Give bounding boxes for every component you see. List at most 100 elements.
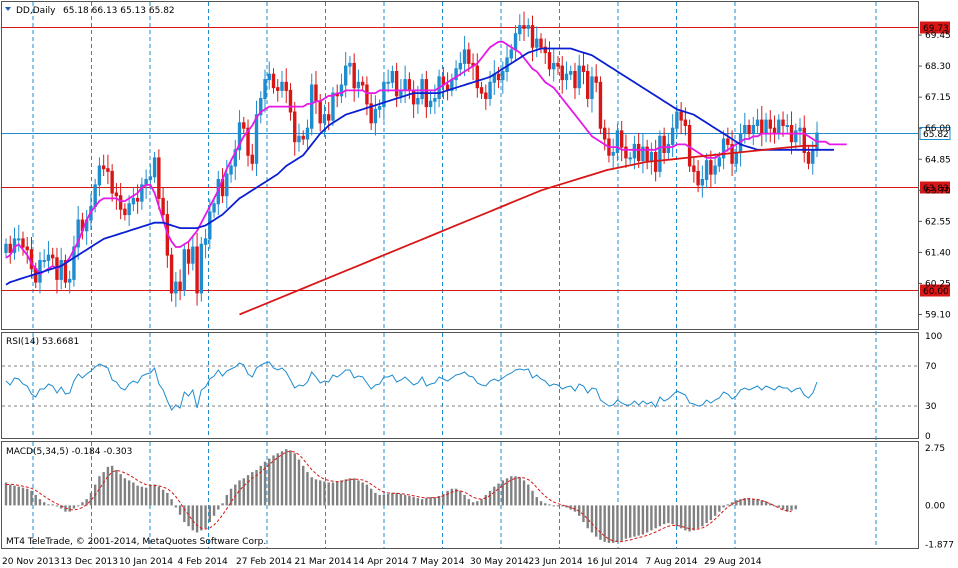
date-label: 13 Dec 2013	[61, 557, 119, 567]
candle-up	[632, 143, 637, 159]
macd-bar	[408, 496, 411, 506]
macd-bar	[21, 487, 25, 506]
date-label: 4 Feb 2014	[178, 557, 229, 567]
macd-bar	[709, 505, 713, 520]
macd-bar	[493, 486, 496, 506]
triangle-down-icon[interactable]	[5, 7, 11, 11]
macd-bar	[607, 505, 611, 543]
price-tick-label: 67.15	[925, 93, 951, 103]
candle-down	[586, 71, 590, 99]
candle-down	[683, 119, 688, 126]
candle-up	[233, 149, 237, 167]
candle-up	[4, 243, 8, 253]
macd-bar	[713, 505, 717, 516]
candle-down	[161, 197, 165, 216]
macd-bar	[13, 485, 16, 506]
ma-slow-line	[239, 144, 817, 316]
candle-up	[798, 127, 802, 132]
date-label: 21 Mar 2014	[295, 557, 352, 567]
horizontal-levels	[2, 27, 918, 291]
price-level-label: 60.00	[923, 287, 949, 297]
macd-bar	[446, 490, 449, 506]
candle-up	[743, 125, 747, 135]
symbol-header[interactable]: DD,Daily 65.18 66.13 65.13 65.82	[5, 6, 175, 16]
macd-bar	[616, 505, 619, 542]
macd-bar	[85, 499, 88, 506]
macd-bar	[786, 505, 789, 512]
macd-bar	[684, 505, 687, 531]
macd-bar	[522, 480, 526, 506]
candle-down	[318, 100, 322, 124]
price-level-tag	[920, 284, 950, 297]
candle-down	[602, 127, 607, 140]
price-tick-label: 66.00	[925, 124, 951, 134]
candle-up	[670, 127, 675, 145]
macd-bar	[319, 480, 322, 506]
macd-bar	[480, 499, 483, 506]
macd-bar	[586, 505, 589, 529]
macd-bar	[72, 505, 76, 509]
macd-bar	[144, 487, 148, 506]
price-tick-label: 61.40	[925, 248, 951, 258]
macd-bar	[119, 474, 122, 506]
date-axis: 20 Nov 2013 13 Dec 2013 10 Jan 2014 4 Feb 2…	[2, 557, 762, 567]
macd-bar	[760, 500, 764, 506]
candle-up	[675, 111, 679, 129]
macd-bar	[285, 449, 288, 506]
candle-down	[806, 152, 811, 164]
rsi-tick-label: 70	[925, 362, 937, 372]
candle-down	[246, 127, 250, 156]
macd-bar	[726, 504, 730, 506]
macd-tick-label: -1.877	[925, 540, 954, 550]
macd-bar	[136, 485, 139, 506]
macd-bar	[395, 492, 398, 506]
candle-down	[556, 62, 560, 67]
rsi-tick-label: 100	[925, 332, 942, 342]
date-label: 23 Jun 2014	[529, 557, 583, 567]
macd-bar	[259, 465, 262, 506]
candle-up	[700, 179, 705, 186]
macd-bar	[561, 505, 564, 507]
macd-bar	[527, 484, 530, 506]
macd-bar	[633, 505, 636, 537]
candle-down	[467, 49, 471, 64]
macd-bar	[242, 478, 245, 506]
candle-up	[331, 92, 335, 121]
macd-bar	[595, 505, 598, 537]
price-tick-label: 69.45	[925, 31, 951, 41]
macd-bar	[573, 505, 577, 512]
candle-down	[662, 135, 666, 154]
macd-series: 2.75 0.00 -1.877	[4, 444, 954, 550]
candle-down	[29, 249, 34, 270]
macd-bar	[645, 505, 649, 533]
macd-bar	[484, 494, 488, 506]
macd-bar	[769, 503, 772, 506]
rsi-tick-label: 30	[925, 402, 937, 412]
candle-up	[420, 79, 424, 99]
macd-bar	[429, 497, 432, 506]
price-level-tag	[920, 181, 950, 194]
macd-bar	[510, 476, 513, 506]
candle-up	[615, 130, 620, 153]
candle-down	[327, 114, 331, 121]
candle-up	[458, 62, 463, 70]
macd-bar	[739, 499, 742, 506]
macd-bar	[323, 481, 326, 506]
macd-bar	[183, 505, 186, 523]
candle-up	[322, 114, 327, 124]
rsi-series: 100 70 30 0	[2, 332, 942, 442]
candle-up	[46, 254, 51, 262]
candle-up	[721, 138, 726, 159]
macd-bar	[603, 505, 606, 542]
candle-down	[573, 71, 577, 89]
macd-bar	[696, 505, 700, 529]
macd-bar	[225, 494, 228, 506]
candle-down	[169, 254, 174, 294]
macd-bar	[518, 477, 521, 506]
macd-bar	[752, 499, 755, 506]
macd-bar	[497, 483, 500, 506]
candle-down	[496, 73, 501, 81]
candle-up	[641, 146, 645, 162]
macd-bar	[730, 502, 734, 506]
